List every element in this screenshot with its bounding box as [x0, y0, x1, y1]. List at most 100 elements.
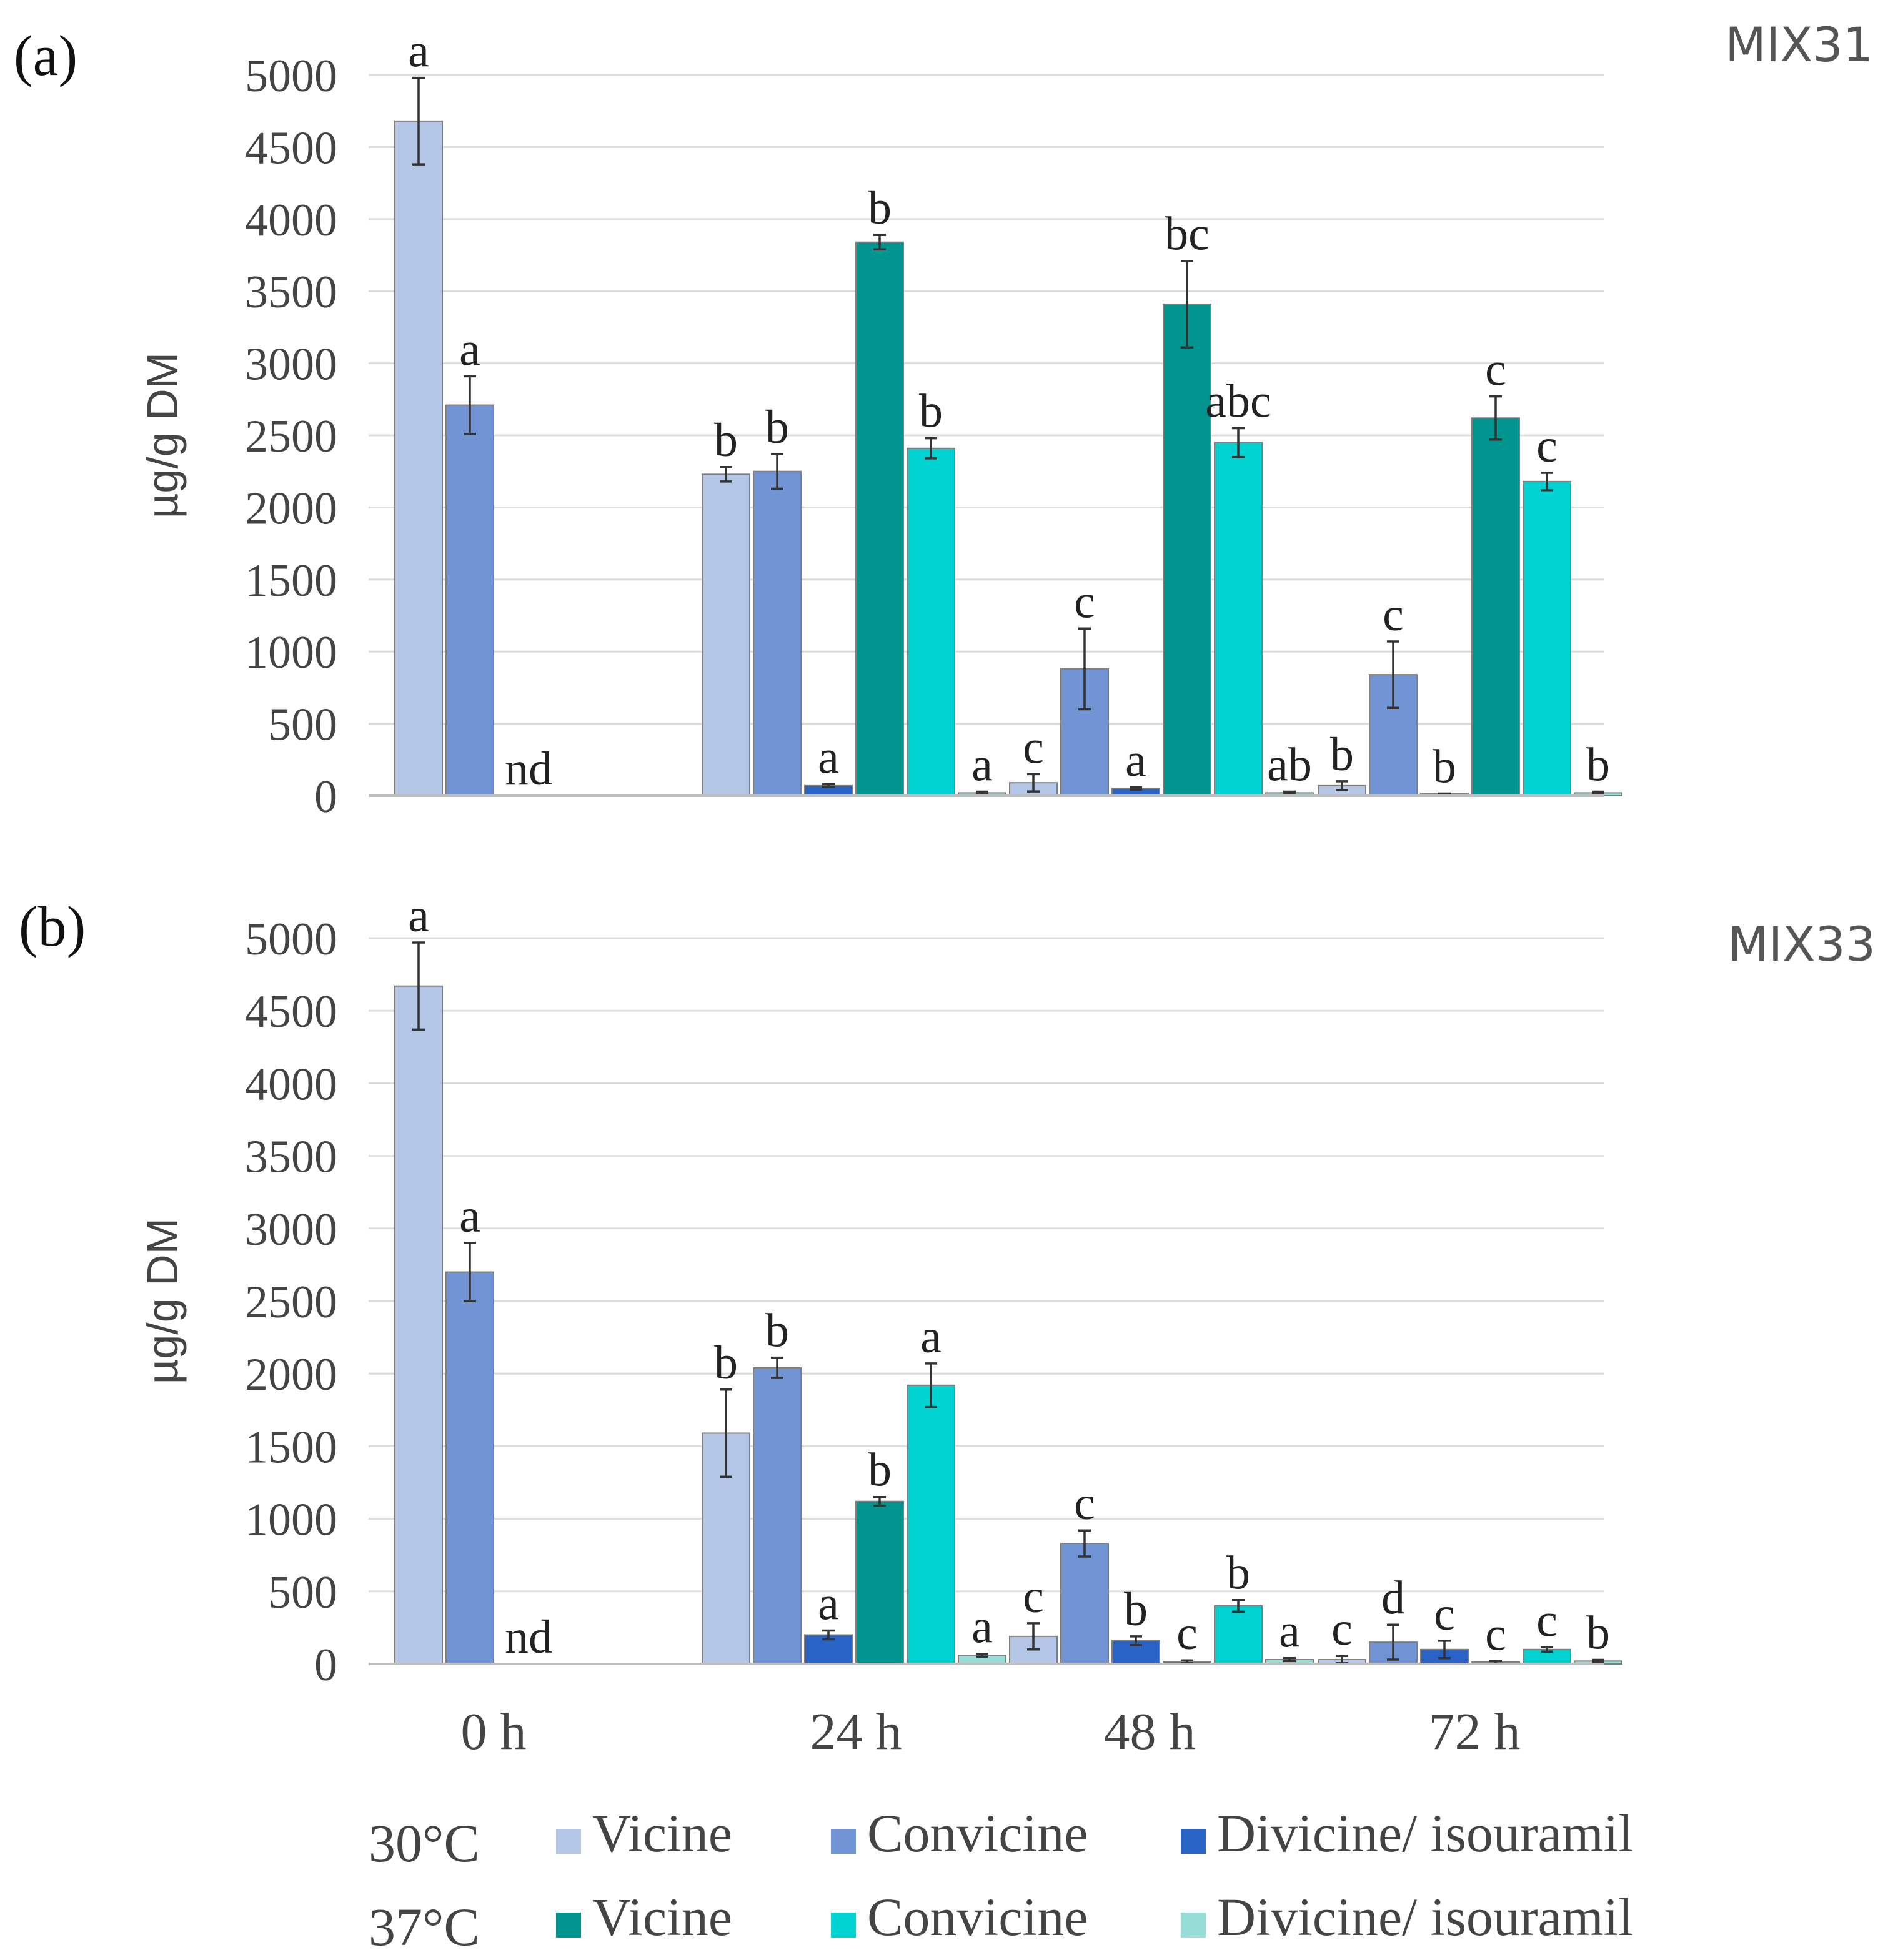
y-tick-label: 4000	[245, 195, 337, 246]
significance-label: c	[1434, 1588, 1455, 1640]
legend-swatch	[556, 1913, 581, 1938]
error-bar	[976, 1652, 988, 1658]
bar	[1163, 303, 1211, 796]
significance-label: c	[1074, 575, 1095, 628]
significance-label: c	[1383, 588, 1404, 641]
y-tick-label: 3000	[245, 1204, 337, 1255]
y-tick-label: 500	[268, 700, 337, 751]
panel-label: (a)	[14, 24, 77, 87]
bar	[907, 1384, 955, 1665]
bar	[1060, 1543, 1109, 1665]
legend: 30°C Vicine Convicine Divicine/ isouramil 37…	[369, 1803, 1633, 1957]
y-tick-label: 5000	[245, 51, 337, 102]
error-bar	[720, 1388, 732, 1478]
significance-label: d	[1381, 1571, 1405, 1624]
error-bar	[873, 234, 886, 251]
significance-label: c	[1536, 1594, 1558, 1646]
legend-swatch	[1181, 1829, 1206, 1854]
significance-label: a	[1125, 735, 1146, 787]
significance-label: b	[868, 182, 892, 234]
significance-label: b	[765, 1305, 789, 1357]
chart-title: MIX31	[1725, 17, 1873, 72]
error-bar	[1232, 427, 1245, 458]
error-bar	[464, 375, 476, 435]
legend-label: Vicine	[592, 1803, 732, 1863]
panel-label: (b)	[19, 894, 86, 958]
x-tick-label: 72 h	[1429, 1703, 1521, 1761]
significance-label: b	[714, 414, 738, 467]
legend-swatch	[556, 1829, 581, 1854]
significance-label: nd	[505, 743, 552, 795]
significance-label: c	[1485, 344, 1506, 396]
bar	[753, 470, 802, 796]
significance-label: bc	[1165, 208, 1210, 260]
significance-label: a	[408, 889, 429, 942]
significance-label: b	[1433, 741, 1456, 793]
significance-label: b	[1124, 1583, 1148, 1636]
legend-swatch	[831, 1829, 856, 1854]
significance-label: b	[714, 1337, 738, 1389]
error-bar	[1541, 472, 1553, 492]
significance-label: c	[1536, 420, 1558, 472]
legend-label: Divicine/ isouramil	[1217, 1803, 1633, 1863]
bar	[1471, 417, 1520, 796]
bar	[445, 404, 494, 796]
significance-label: c	[1176, 1607, 1198, 1660]
y-tick-label: 1000	[245, 627, 337, 678]
error-bar	[412, 76, 425, 166]
legend-label: Vicine	[592, 1887, 732, 1947]
panel-a: (a) MIX31 0 500 1000 1500 2000 2500 3000 3500 4000…	[14, 17, 1873, 823]
y-tick-label: 0	[314, 1640, 337, 1691]
significance-label: a	[408, 25, 429, 77]
error-bar	[720, 466, 732, 483]
bar	[394, 120, 443, 797]
significance-label: a	[459, 1190, 480, 1242]
y-tick-label: 4000	[245, 1059, 337, 1110]
significance-label: a	[971, 1601, 993, 1653]
significance-label: c	[1023, 1570, 1044, 1623]
y-tick-label: 3500	[245, 267, 337, 318]
error-bar	[925, 1362, 937, 1408]
bar	[445, 1271, 494, 1665]
y-tick-label: 2500	[245, 411, 337, 462]
bar	[1523, 480, 1571, 797]
bar	[702, 1432, 750, 1665]
bar	[702, 473, 750, 796]
significance-label: b	[1330, 728, 1354, 781]
y-tick-label: 2000	[245, 483, 337, 534]
legend-swatch	[1181, 1913, 1206, 1938]
y-tick-label: 2000	[245, 1349, 337, 1400]
y-tick-label: 0	[314, 771, 337, 823]
y-tick-label: 1500	[245, 555, 337, 606]
y-axis-label: µg/g DM	[138, 1218, 187, 1384]
x-tick-label: 0 h	[461, 1703, 527, 1761]
significance-label: a	[818, 1578, 839, 1630]
error-bar	[925, 437, 937, 460]
significance-label: b	[868, 1444, 892, 1497]
error-bar	[771, 453, 783, 490]
bar	[907, 447, 955, 796]
error-bar	[1387, 1623, 1399, 1661]
error-bar	[1130, 1635, 1142, 1646]
y-tick-label: 3000	[245, 339, 337, 390]
significance-label: b	[1586, 739, 1610, 791]
panel-b: (b) MIX33 0 500 1000 1500 2000 2500 3000 3500 4000…	[19, 889, 1876, 1761]
bar	[753, 1367, 802, 1665]
significance-label: b	[1586, 1606, 1610, 1659]
error-bar	[1027, 773, 1040, 793]
error-bar	[1078, 1529, 1091, 1558]
significance-label: c	[1485, 1608, 1506, 1660]
error-bar	[1283, 790, 1296, 795]
significance-label: ab	[1267, 739, 1312, 791]
bar	[394, 985, 443, 1665]
legend-label: Convicine	[867, 1887, 1088, 1947]
y-tick-label: 3500	[245, 1132, 337, 1183]
y-tick-label: 1500	[245, 1422, 337, 1473]
bar	[1214, 442, 1263, 796]
error-bar	[1130, 786, 1142, 791]
significance-label: a	[1279, 1605, 1300, 1658]
significance-label: b	[919, 385, 943, 438]
error-bar	[1541, 1646, 1553, 1653]
error-bar	[1336, 780, 1348, 791]
